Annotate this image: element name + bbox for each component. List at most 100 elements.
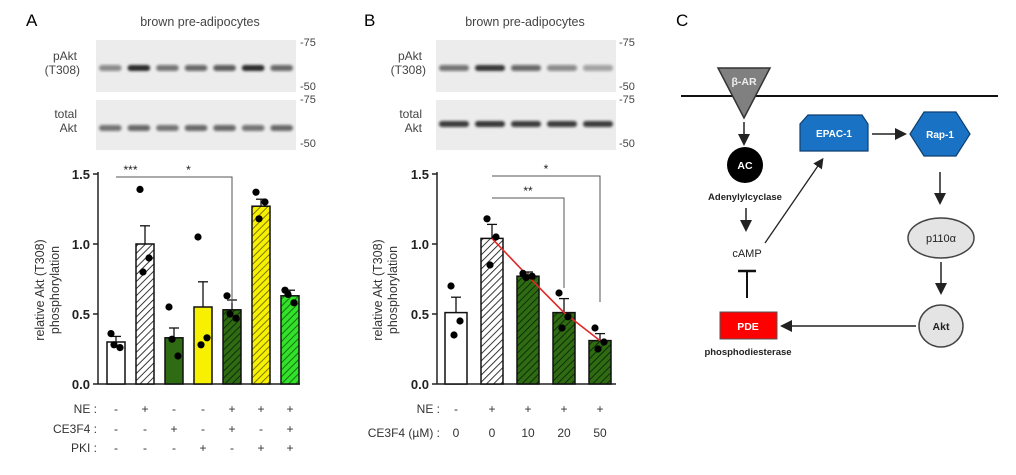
blot-band	[511, 121, 541, 127]
panel-b-total-label: total	[399, 107, 422, 121]
pde-node: PDE	[719, 311, 778, 340]
condition-cell: +	[286, 422, 293, 436]
condition-cell: -	[172, 402, 176, 416]
condition-cell: -	[201, 422, 205, 436]
condition-row-label: NE :	[417, 402, 440, 416]
beta-ar-triangle	[716, 67, 772, 120]
p110-node: p110α	[907, 217, 975, 259]
panel-a-mw-75-bottom: -75	[300, 94, 316, 106]
condition-row-label: PKI :	[71, 441, 97, 455]
condition-cell: -	[230, 441, 234, 455]
condition-cell: 0	[489, 426, 496, 440]
condition-cell: +	[286, 441, 293, 455]
condition-cell: +	[228, 422, 235, 436]
data-point	[447, 282, 455, 290]
y-tick-label: 1.0	[411, 237, 429, 252]
data-point	[107, 330, 115, 338]
condition-cell: +	[199, 441, 206, 455]
data-point	[456, 317, 464, 325]
blot-band	[241, 65, 265, 71]
bar	[552, 311, 576, 385]
significance-label: ***	[123, 163, 137, 177]
data-point	[226, 310, 234, 318]
ac-caption: Adenylylcyclase	[708, 192, 782, 203]
bar	[480, 237, 504, 385]
condition-cell: -	[114, 422, 118, 436]
significance-label: *	[186, 163, 191, 177]
data-point	[139, 268, 147, 276]
condition-cell: -	[114, 441, 118, 455]
y-tick-label: 1.5	[411, 167, 429, 182]
bar	[444, 311, 468, 385]
condition-row-label: CE3F4 (µM) :	[368, 426, 440, 440]
data-point	[450, 331, 458, 339]
panel-b-mw-75-top: -75	[619, 37, 635, 49]
y-tick-label: 0.5	[72, 307, 90, 322]
condition-row-label: NE :	[74, 402, 97, 416]
panel-a-ylabel-2: phosphorylation	[48, 246, 62, 334]
condition-cell: +	[286, 402, 293, 416]
panel-a-pakt-label: pAkt	[53, 49, 78, 63]
data-point	[528, 272, 536, 280]
akt-oval	[918, 304, 964, 348]
y-tick-label: 0.0	[411, 377, 429, 392]
panel-a-mw-75-top: -75	[300, 37, 316, 49]
pde-caption: phosphodiesterase	[704, 347, 791, 358]
data-point	[492, 233, 500, 241]
blot-band	[213, 125, 236, 131]
blot-band	[156, 125, 179, 131]
data-point	[558, 324, 566, 332]
significance-bracket	[492, 197, 565, 288]
bar	[251, 205, 271, 385]
data-point	[136, 185, 144, 193]
bar	[516, 275, 540, 385]
data-point	[522, 274, 530, 282]
blot-band	[547, 121, 577, 127]
panel-a-bar-chart: 0.00.51.01.5 *** *NE : - + - - + + +CE3F4 : - - + - + -…	[53, 163, 300, 455]
data-point	[223, 292, 231, 300]
data-point	[197, 341, 205, 349]
pde-box	[719, 311, 778, 340]
data-point	[252, 188, 260, 196]
significance-bracket	[492, 175, 601, 302]
data-point	[591, 324, 599, 332]
condition-cell: 50	[593, 426, 607, 440]
panel-b-bar-chart: 0.00.51.01.5 ***NE : - + + + +CE3F4 (µM) :0 0 10…	[368, 162, 616, 440]
arrow-camp-to-epac	[764, 157, 824, 244]
condition-cell: 0	[453, 426, 460, 440]
panel-b-mw-50-bottom: -50	[619, 138, 635, 150]
beta-ar-receptor: β-AR	[716, 67, 772, 120]
blot-band	[213, 65, 236, 71]
data-point	[116, 344, 124, 352]
condition-cell: -	[143, 422, 147, 436]
panel-a-ylabel-1: relative Akt (T308)	[33, 239, 47, 340]
blot-band	[475, 121, 505, 127]
condition-cell: 10	[521, 426, 535, 440]
data-point	[110, 341, 118, 349]
blot-band	[184, 125, 208, 131]
bar	[280, 295, 300, 385]
condition-cell: -	[143, 441, 147, 455]
condition-row-label: CE3F4 :	[53, 422, 97, 436]
condition-cell: -	[454, 402, 458, 416]
rap-node: Rap-1	[909, 111, 971, 157]
data-point	[255, 215, 263, 223]
panel-a-pakt-site: (T308)	[45, 63, 80, 77]
blot-band	[270, 65, 293, 71]
p110-oval	[907, 217, 975, 259]
y-tick-label: 0.5	[411, 307, 429, 322]
pde-label: PDE	[737, 321, 759, 333]
blot-band	[99, 125, 122, 131]
condition-cell: +	[560, 402, 567, 416]
panel-b-blot-title: brown pre-adipocytes	[465, 15, 585, 29]
data-point	[232, 314, 240, 322]
panel-a-letter: A	[26, 11, 38, 30]
y-tick-label: 1.5	[72, 167, 90, 182]
panel-b-mw-50-top: -50	[619, 81, 635, 93]
panel-a-akt-label: Akt	[60, 121, 78, 135]
blot-band	[475, 65, 505, 71]
data-point	[261, 198, 269, 206]
bar	[164, 337, 184, 385]
epac-box	[799, 114, 869, 152]
